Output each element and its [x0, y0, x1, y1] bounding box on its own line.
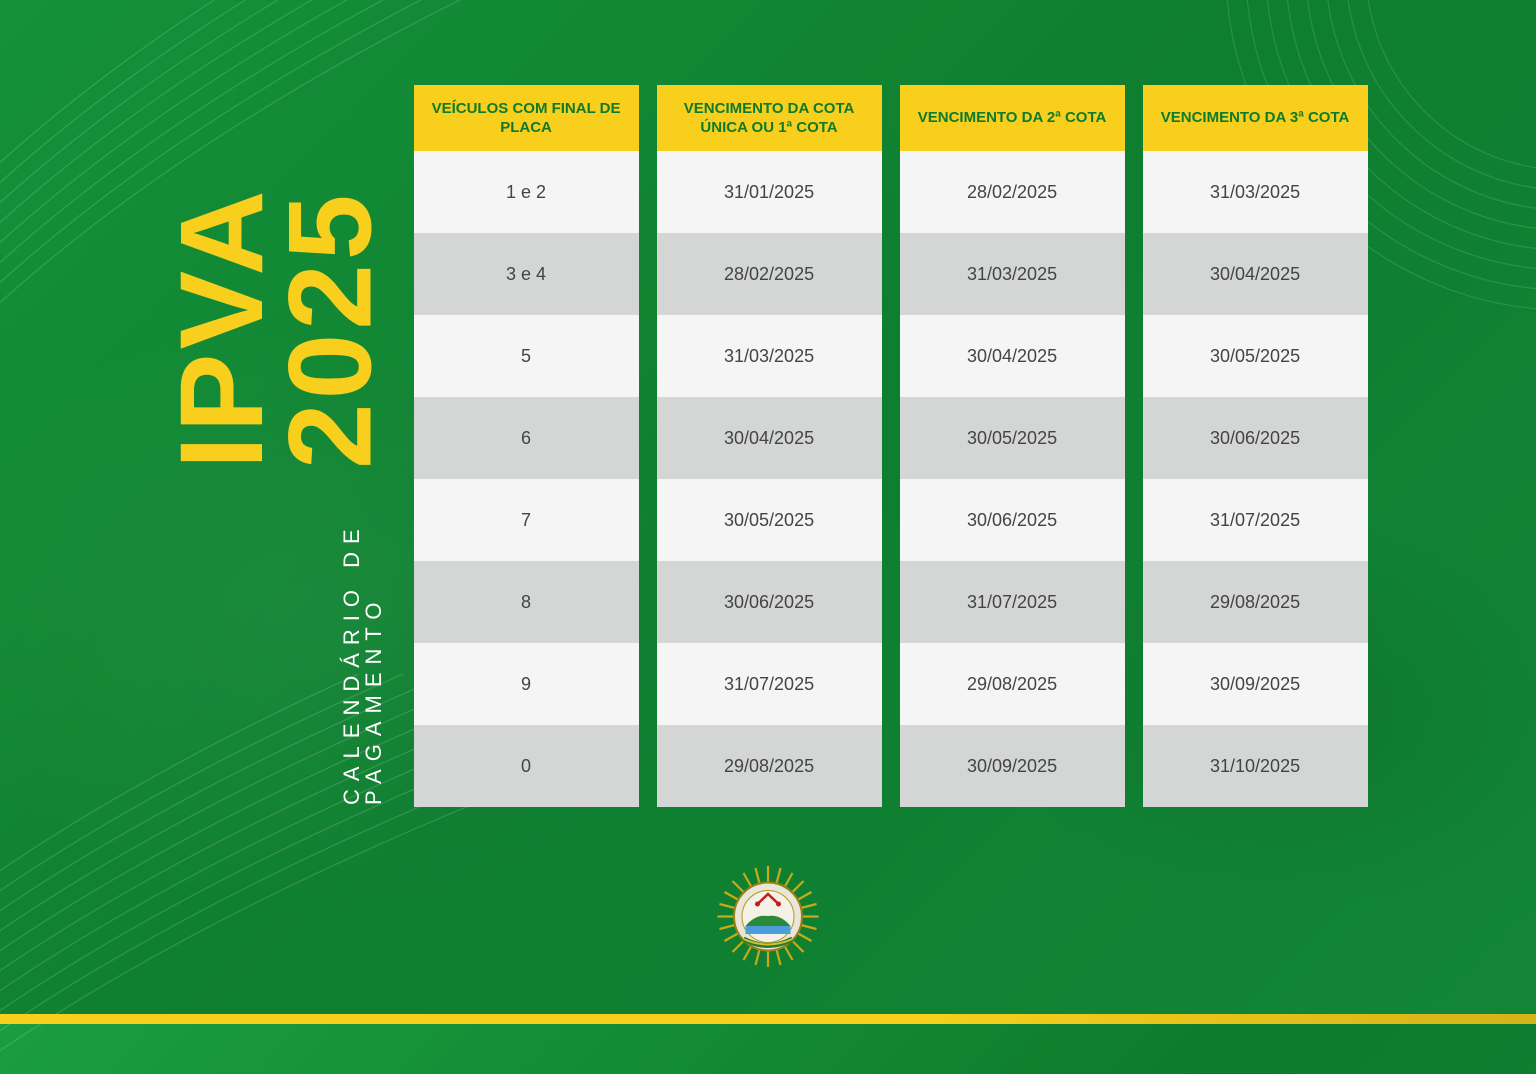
title-subtitle: CALENDÁRIO DE PAGAMENTO [342, 477, 386, 805]
table-header-col-2: VENCIMENTO DA 2ª COTA [900, 85, 1125, 151]
table-cell-r1-c1: 28/02/2025 [657, 233, 882, 315]
footer-accent-bar [0, 1014, 1536, 1024]
table-header-col-3: VENCIMENTO DA 3ª COTA [1143, 85, 1368, 151]
table-cell-r1-c3: 30/04/2025 [1143, 233, 1368, 315]
table-cell-r3-c1: 30/04/2025 [657, 397, 882, 479]
table-cell-r7-c0: 0 [414, 725, 639, 807]
table-cell-r4-c3: 31/07/2025 [1143, 479, 1368, 561]
table-cell-r0-c1: 31/01/2025 [657, 151, 882, 233]
table-cell-r6-c3: 30/09/2025 [1143, 643, 1368, 725]
table-cell-r5-c0: 8 [414, 561, 639, 643]
table-cell-r4-c1: 30/05/2025 [657, 479, 882, 561]
title-main: IPVA 2025 [168, 85, 385, 469]
table-cell-r6-c2: 29/08/2025 [900, 643, 1125, 725]
table-header-col-1: VENCIMENTO DA COTA ÚNICA OU 1ª COTA [657, 85, 882, 151]
table-cell-r7-c3: 31/10/2025 [1143, 725, 1368, 807]
payment-table: VEÍCULOS COM FINAL DE PLACA VENCIMENTO DA… [414, 85, 1368, 807]
table-cell-r6-c0: 9 [414, 643, 639, 725]
table-cell-r4-c2: 30/06/2025 [900, 479, 1125, 561]
table-cell-r7-c2: 30/09/2025 [900, 725, 1125, 807]
table-cell-r2-c2: 30/04/2025 [900, 315, 1125, 397]
state-emblem [716, 864, 821, 969]
table-cell-r4-c0: 7 [414, 479, 639, 561]
table-cell-r5-c3: 29/08/2025 [1143, 561, 1368, 643]
table-cell-r6-c1: 31/07/2025 [657, 643, 882, 725]
table-cell-r0-c3: 31/03/2025 [1143, 151, 1368, 233]
table-cell-r5-c1: 30/06/2025 [657, 561, 882, 643]
main-content: CALENDÁRIO DE PAGAMENTO IPVA 2025 VEÍCUL… [0, 0, 1536, 807]
table-cell-r3-c2: 30/05/2025 [900, 397, 1125, 479]
table-cell-r2-c0: 5 [414, 315, 639, 397]
table-cell-r2-c3: 30/05/2025 [1143, 315, 1368, 397]
table-cell-r1-c0: 3 e 4 [414, 233, 639, 315]
table-cell-r3-c0: 6 [414, 397, 639, 479]
table-cell-r0-c0: 1 e 2 [414, 151, 639, 233]
table-cell-r7-c1: 29/08/2025 [657, 725, 882, 807]
table-cell-r5-c2: 31/07/2025 [900, 561, 1125, 643]
table-header-col-0: VEÍCULOS COM FINAL DE PLACA [414, 85, 639, 151]
title-block: CALENDÁRIO DE PAGAMENTO IPVA 2025 [168, 85, 385, 805]
table-cell-r3-c3: 30/06/2025 [1143, 397, 1368, 479]
table-cell-r1-c2: 31/03/2025 [900, 233, 1125, 315]
table-cell-r2-c1: 31/03/2025 [657, 315, 882, 397]
table-cell-r0-c2: 28/02/2025 [900, 151, 1125, 233]
